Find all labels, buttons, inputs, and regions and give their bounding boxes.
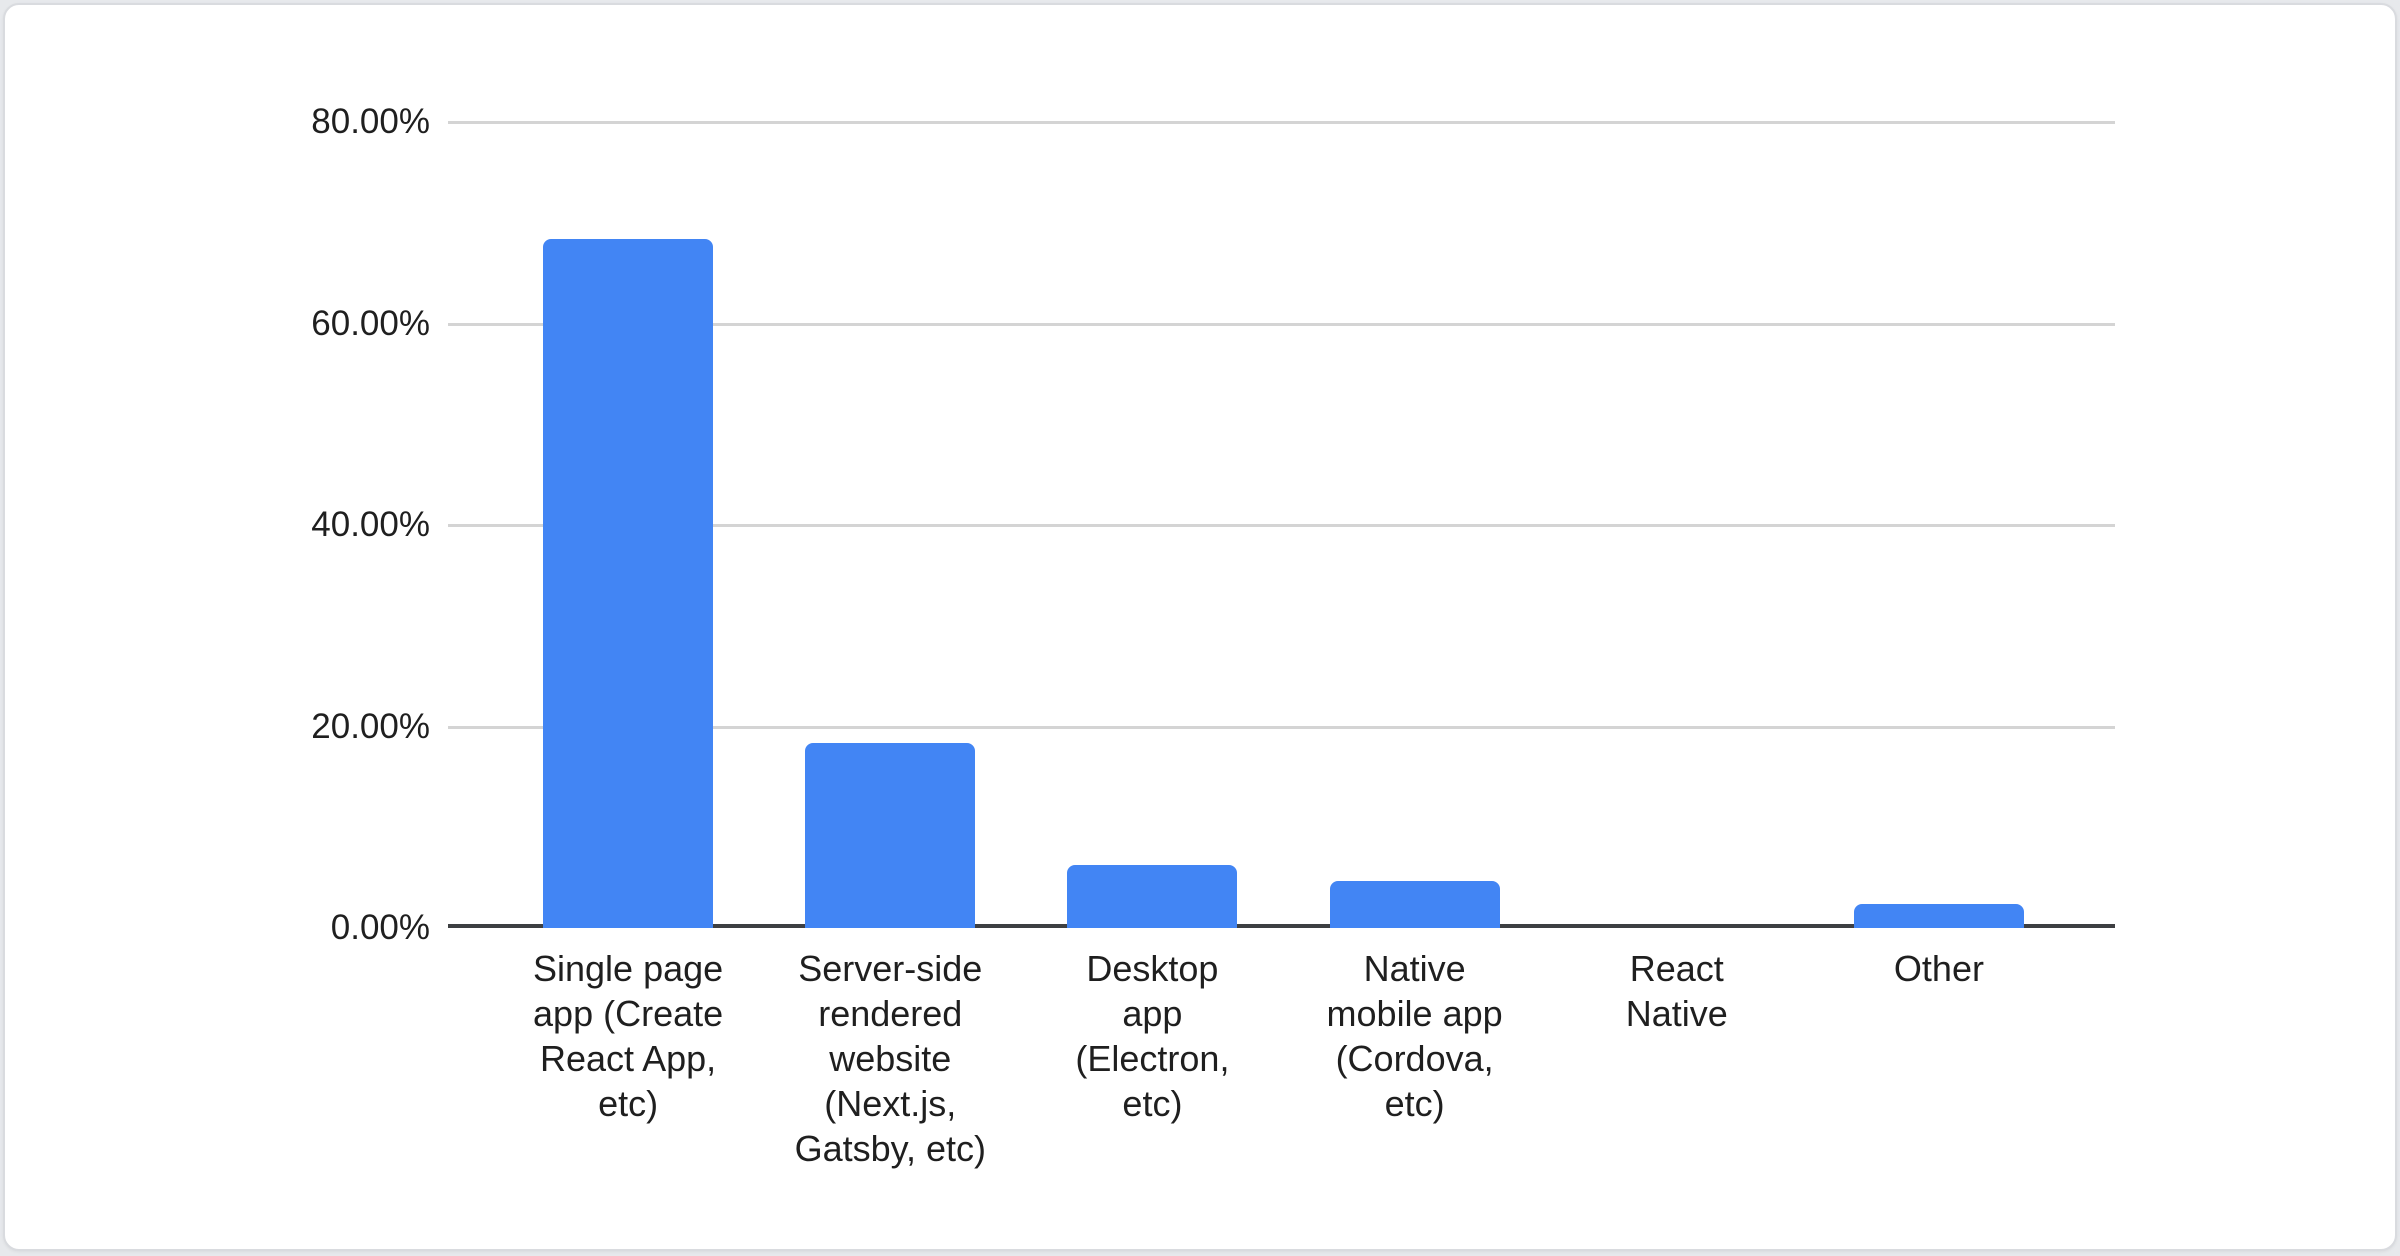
x-axis-label-line: app (Create [533, 993, 724, 1034]
gridline [448, 524, 2115, 527]
bar-slot [759, 122, 1021, 928]
x-axis-label-line: rendered [818, 993, 963, 1034]
x-axis-category-label: Single page app (Create React App, etc) [497, 946, 759, 1126]
x-axis-label-line: Single page [533, 948, 724, 989]
x-axis-label-line: Other [1893, 948, 1984, 989]
x-axis-label-line: Native [1625, 993, 1728, 1034]
gridline [448, 322, 2115, 326]
x-axis-label-line: app [1122, 993, 1183, 1034]
x-axis-label-line: Native [1363, 948, 1466, 989]
x-axis-category-label: Other [1808, 946, 2070, 991]
bar-slot [497, 122, 759, 928]
bar-slot [1546, 122, 1808, 928]
y-axis-tick-label: 20.00% [311, 706, 430, 746]
bar-slot [1808, 122, 2070, 928]
x-axis-label-line: etc) [598, 1083, 659, 1124]
x-axis-label-line: Desktop [1086, 948, 1219, 989]
y-axis-tick-label: 60.00% [311, 303, 430, 343]
x-axis-label-line: Gatsby, etc) [794, 1128, 986, 1169]
x-axis-labels-row: Single page app (Create React App, etc) Serv… [497, 946, 2070, 1171]
bar-4[interactable] [1329, 881, 1500, 928]
x-axis-category-label: Native mobile app (Cordova, etc) [1284, 946, 1546, 1126]
x-axis-label-line: mobile app [1326, 993, 1503, 1034]
bar-slot [1021, 122, 1283, 928]
x-axis-label-line: React App, [540, 1038, 717, 1079]
x-axis-label-line: (Electron, [1075, 1038, 1230, 1079]
chart-card: Single page app (Create React App, etc) Serv… [3, 3, 2397, 1251]
bar-chart: Single page app (Create React App, etc) Serv… [5, 5, 2395, 1249]
x-axis-label-line: Server-side [798, 948, 983, 989]
x-axis-label-line: etc) [1384, 1083, 1445, 1124]
x-axis-category-label: Desktop app (Electron, etc) [1021, 946, 1283, 1126]
x-axis-label-line: (Next.js, [824, 1083, 957, 1124]
bar-3[interactable] [1067, 865, 1238, 928]
x-axis-baseline [448, 924, 2115, 928]
x-axis-label-line: React [1629, 948, 1724, 989]
plot-area [448, 121, 2115, 928]
x-axis-label-line: etc) [1122, 1083, 1183, 1124]
x-axis-label-line: (Cordova, [1335, 1038, 1494, 1079]
gridline [448, 121, 2115, 124]
y-axis-tick-label: 80.00% [311, 102, 430, 141]
y-axis-tick-label: 0.00% [330, 908, 430, 947]
bar-slot [1284, 122, 1546, 928]
y-axis-tick-label: 40.00% [311, 505, 430, 544]
bar-1[interactable] [543, 239, 714, 928]
gridline [448, 725, 2115, 729]
bars-row [497, 122, 2070, 928]
bar-2[interactable] [805, 743, 976, 928]
x-axis-category-label: React Native [1546, 946, 1808, 1036]
x-axis-category-label: Server-side rendered website (Next.js, Gatsb… [759, 946, 1021, 1171]
x-axis-label-line: website [829, 1038, 952, 1079]
bar-6[interactable] [1853, 904, 2024, 928]
